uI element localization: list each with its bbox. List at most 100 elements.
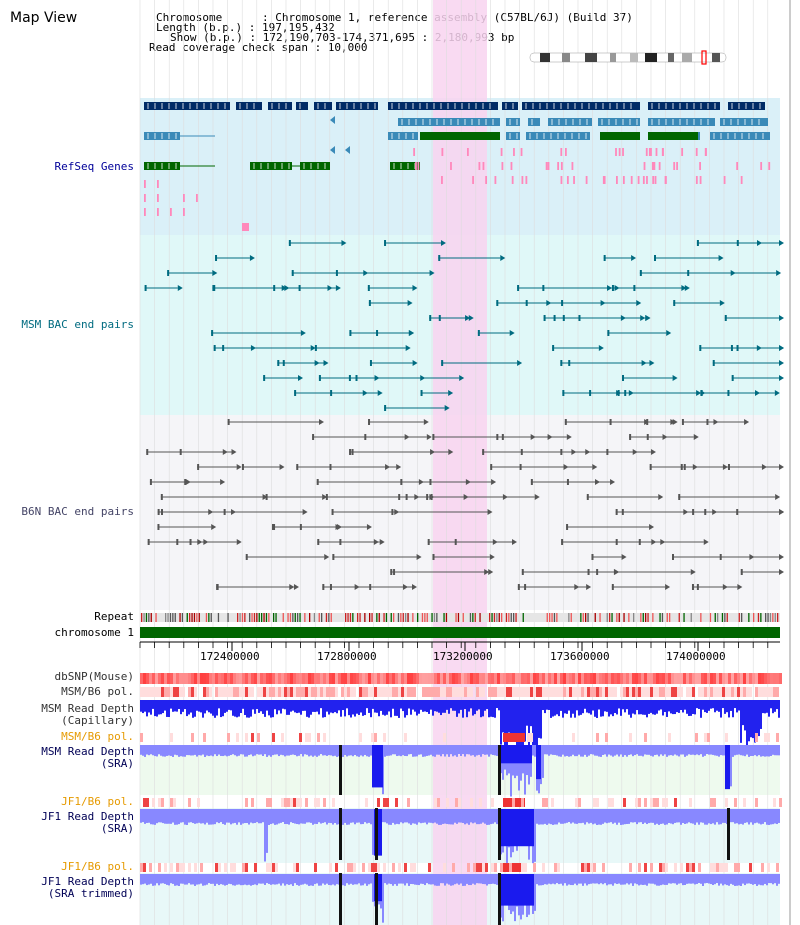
refseq-genes-track[interactable] — [144, 102, 771, 231]
polymorphism-bin — [407, 687, 410, 697]
msm-b6-pol-track[interactable] — [140, 687, 779, 697]
jf1-b6-pol-track[interactable] — [143, 798, 782, 807]
read-depth-bin — [414, 809, 416, 824]
read-depth-bin — [200, 809, 202, 824]
repeat-element — [244, 613, 246, 622]
read-depth-bin — [758, 745, 760, 756]
read-depth-bin — [616, 809, 618, 825]
jf1-read-depth-sra-track[interactable] — [140, 809, 780, 864]
read-depth-bin — [380, 700, 382, 711]
dbsnp-bin — [332, 673, 335, 684]
msm-bac-label[interactable]: MSM BAC end pairs — [21, 318, 134, 331]
bac-end-marker — [603, 255, 606, 261]
read-depth-bin — [580, 745, 582, 757]
jf1-read-depth-sra-label[interactable]: JF1 Read Depth — [41, 810, 134, 823]
repeat-label[interactable]: Repeat — [94, 610, 134, 623]
read-depth-bin — [450, 809, 452, 825]
b6n-bac-track[interactable] — [146, 419, 784, 590]
chromosome-ideogram[interactable] — [529, 50, 727, 65]
read-depth-bin — [274, 874, 276, 885]
polymorphism-bin — [317, 733, 320, 742]
read-depth-bin — [564, 874, 566, 884]
jf1-read-depth-trim-label[interactable]: JF1 Read Depth — [41, 875, 134, 888]
bac-end-marker — [662, 434, 668, 440]
bac-end-marker — [645, 315, 651, 321]
read-depth-bin — [270, 745, 272, 757]
msm-b6-pol-label[interactable]: MSM/B6 pol. — [61, 685, 134, 698]
read-depth-bin — [668, 809, 670, 824]
read-depth-bin — [148, 745, 150, 756]
dbsnp-bin — [353, 673, 356, 684]
dbsnp-bin — [503, 673, 506, 684]
read-depth-bin — [350, 700, 352, 718]
read-depth-bin — [762, 700, 764, 714]
read-depth-bin — [150, 745, 152, 755]
msm-read-depth-sra-label[interactable]: MSM Read Depth — [41, 745, 134, 758]
read-depth-bin — [404, 745, 406, 756]
read-depth-bin — [430, 874, 432, 885]
read-depth-bin — [700, 745, 702, 755]
repeat-element — [294, 613, 296, 622]
read-depth-bin — [656, 874, 658, 886]
dbsnp-bin — [677, 673, 680, 684]
repeat-element — [678, 613, 680, 622]
gene-exon-block — [336, 102, 378, 110]
read-depth-bin — [700, 809, 702, 823]
bac-end-marker — [215, 255, 218, 261]
dbsnp-bin — [242, 673, 245, 684]
read-depth-bin — [304, 700, 306, 711]
read-depth-bin — [478, 745, 480, 755]
repeat-element — [321, 613, 323, 622]
dbsnp-bin — [491, 673, 494, 684]
read-depth-bin — [194, 809, 196, 824]
read-depth-bin — [258, 745, 260, 755]
read-depth-bin — [226, 745, 228, 757]
polymorphism-bin — [170, 798, 173, 807]
read-depth-bin — [540, 874, 542, 886]
bac-end-marker — [542, 285, 545, 291]
read-depth-bin — [440, 700, 442, 716]
msm-b6-pol-sra-label[interactable]: MSM/B6 pol. — [61, 730, 134, 743]
polymorphism-bin — [218, 863, 221, 872]
b6n-bac-label[interactable]: B6N BAC end pairs — [21, 505, 134, 518]
msm-read-depth-cap-label[interactable]: MSM Read Depth — [41, 702, 134, 715]
polymorphism-bin — [593, 687, 596, 697]
read-depth-bin — [296, 745, 298, 757]
msm-read-depth-capillary-track[interactable] — [140, 700, 780, 756]
read-depth-bin — [222, 809, 224, 824]
read-depth-bin — [206, 745, 208, 756]
read-depth-bin — [628, 745, 630, 755]
read-depth-bin — [776, 874, 778, 886]
repeat-track[interactable] — [140, 613, 780, 622]
polymorphism-bin — [266, 863, 269, 872]
dbsnp-label[interactable]: dbSNP(Mouse) — [54, 670, 134, 683]
read-depth-bin — [770, 874, 772, 884]
polymorphism-bin — [668, 733, 671, 742]
polymorphism-bin — [323, 687, 326, 697]
jf1-b6-pol-label[interactable]: JF1/B6 pol. — [61, 795, 134, 808]
polymorphism-bin — [530, 733, 533, 742]
jf1-b6-pol-trim-label[interactable]: JF1/B6 pol. — [61, 860, 134, 873]
bac-end-marker — [429, 270, 435, 276]
polymorphism-bin — [659, 687, 662, 697]
polymorphism-bin — [167, 687, 170, 697]
dbsnp-bin — [725, 673, 728, 684]
read-depth-bin — [616, 874, 618, 885]
polymorphism-bin — [446, 687, 449, 697]
read-depth-bin — [718, 809, 720, 825]
read-depth-bin — [446, 874, 448, 884]
read-depth-bin — [298, 874, 300, 886]
read-depth-bin — [416, 809, 418, 825]
read-depth-bin — [602, 874, 604, 885]
msm-bac-track[interactable] — [144, 240, 784, 411]
jf1-read-depth-trimmed-track[interactable] — [140, 745, 780, 925]
read-depth-bin — [688, 700, 690, 716]
read-depth-bin — [240, 874, 242, 886]
jf1-b6-pol-trimmed-track[interactable] — [140, 863, 779, 872]
read-depth-bin — [190, 700, 192, 713]
read-depth-bin — [358, 809, 360, 823]
dbsnp-track[interactable] — [140, 673, 782, 684]
refseq-label[interactable]: RefSeq Genes — [54, 160, 134, 173]
bac-end-marker — [271, 524, 274, 530]
